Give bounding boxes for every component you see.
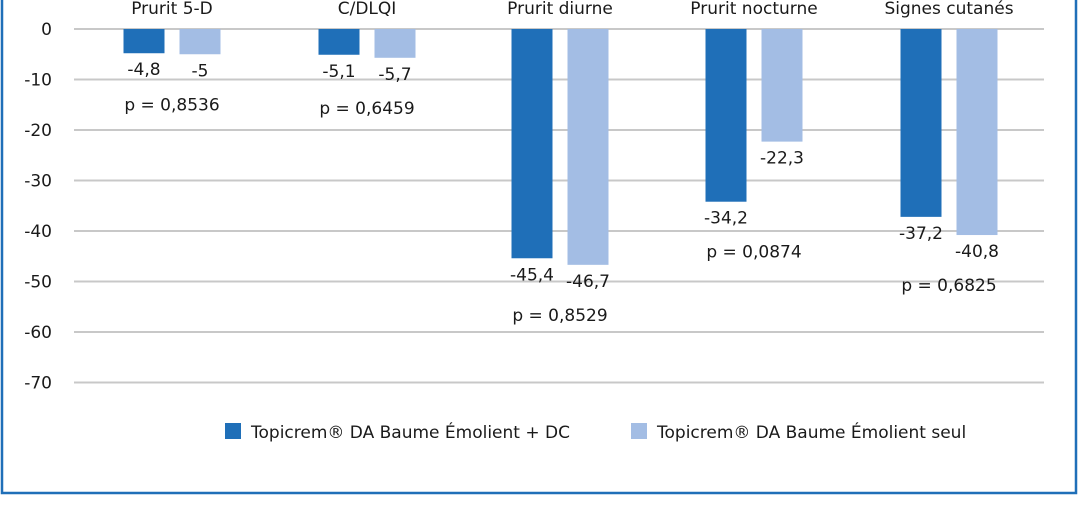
value-label: -5,7 (378, 65, 411, 85)
y-tick-label: -40 (24, 222, 52, 242)
bar (318, 29, 360, 55)
y-tick-label: -50 (24, 273, 52, 293)
category-label: Signes cutanés (884, 0, 1013, 19)
category-label: C/DLQI (338, 0, 397, 19)
value-label: -34,2 (704, 209, 748, 229)
chart-frame (0, 0, 1078, 495)
value-label: -45,4 (510, 265, 554, 285)
p-value-label: p = 0,0874 (706, 243, 801, 263)
bar (956, 29, 998, 236)
category-label: Prurit nocturne (690, 0, 817, 19)
value-label: -5,1 (322, 62, 355, 82)
value-label: -37,2 (899, 224, 943, 244)
value-label: -40,8 (955, 242, 999, 262)
value-label: -46,7 (566, 272, 610, 292)
y-tick-label: 0 (41, 20, 52, 40)
category-label: Prurit 5-D (131, 0, 213, 19)
bar (705, 29, 747, 202)
p-value-label: p = 0,6825 (901, 276, 996, 296)
bar (123, 29, 165, 54)
bar (761, 29, 803, 142)
p-value-label: p = 0,8529 (512, 306, 607, 326)
category-label: Prurit diurne (507, 0, 613, 19)
p-value-label: p = 0,8536 (124, 95, 219, 115)
y-tick-label: -30 (24, 172, 52, 192)
bar (179, 29, 221, 55)
y-tick-label: -60 (24, 323, 52, 343)
y-tick-label: -70 (24, 374, 52, 394)
legend-label: Topicrem® DA Baume Émolient + DC (250, 421, 570, 443)
p-value-label: p = 0,6459 (319, 99, 414, 119)
y-tick-label: -10 (24, 71, 52, 91)
y-tick-label: -20 (24, 121, 52, 141)
legend-swatch (225, 423, 241, 439)
value-label: -22,3 (760, 149, 804, 169)
bar (511, 29, 553, 259)
bar (567, 29, 609, 265)
value-label: -4,8 (127, 60, 160, 80)
legend-label: Topicrem® DA Baume Émolient seul (656, 421, 966, 443)
legend-swatch (631, 423, 647, 439)
bar (374, 29, 416, 58)
bar (900, 29, 942, 217)
value-label: -5 (192, 61, 209, 81)
